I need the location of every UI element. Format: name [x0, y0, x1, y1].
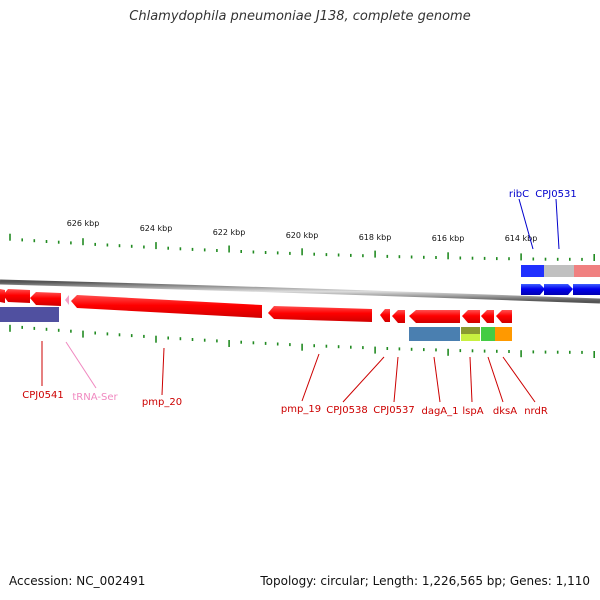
- leader-cpj0531: [555, 198, 560, 250]
- dksa-gene-arrow[interactable]: [481, 310, 494, 323]
- cog-bar-orange: [495, 327, 512, 341]
- scale-label-616: 616 kbp: [432, 234, 465, 243]
- gene-label-trna-ser[interactable]: tRNA-Ser: [72, 392, 118, 403]
- scale-ticks-top: [9, 233, 596, 261]
- gene-label-ribc[interactable]: ribC: [509, 189, 529, 200]
- gene-label-nrdr[interactable]: nrdR: [524, 406, 548, 417]
- reverse-gene-arrow-cpj0541a[interactable]: [3, 289, 30, 303]
- ribc-gene-arrow[interactable]: [521, 284, 545, 295]
- accession-text: Accession: NC_002491: [9, 574, 146, 588]
- cog-bar-olive: [461, 327, 480, 334]
- leader-pmp-19: [301, 353, 320, 402]
- scale-label-620: 620 kbp: [286, 231, 319, 240]
- gene-labels: ribC CPJ0531 CPJ0541 tRNA-Ser pmp_20 pmp…: [22, 189, 576, 417]
- genome-summary-text: Topology: circular; Length: 1,226,565 bp…: [260, 574, 590, 588]
- pmp-20-gene-arrow[interactable]: [71, 295, 262, 318]
- leader-cpj0537: [393, 356, 399, 403]
- reverse-strand-features: [0, 289, 512, 323]
- reverse-gene-arrow-edge[interactable]: [0, 289, 5, 303]
- cpj0541-gene-arrow[interactable]: [30, 292, 61, 306]
- cpj0531-gene-arrow[interactable]: [544, 284, 573, 295]
- cpj0537-gene-arrow[interactable]: [392, 310, 405, 323]
- leader-pmp-20: [161, 347, 165, 396]
- leader-cpj0538: [342, 356, 385, 403]
- cog-bar-blue: [521, 265, 544, 277]
- gene-label-lspa[interactable]: lspA: [462, 406, 483, 417]
- forward-strand-features: [521, 284, 600, 295]
- scale-label-624: 624 kbp: [140, 224, 173, 233]
- reverse-cog-bars: [0, 307, 512, 341]
- trna-ser-gene[interactable]: [65, 295, 69, 305]
- scale-label-622: 622 kbp: [213, 228, 246, 237]
- cog-bar-lime: [461, 334, 480, 341]
- leader-trna-ser: [65, 341, 97, 389]
- nrdr-gene-arrow[interactable]: [496, 310, 512, 323]
- pmp-19-gene-arrow[interactable]: [268, 306, 372, 322]
- label-leaders: [41, 198, 560, 403]
- cog-bar-green: [481, 327, 495, 341]
- leader-ribc: [518, 198, 534, 250]
- forward-gene-arrow-3[interactable]: [573, 284, 600, 295]
- daga-1-gene-arrow[interactable]: [409, 310, 460, 323]
- leader-dksa: [487, 356, 504, 403]
- forward-cog-bars: [521, 265, 600, 277]
- gene-label-cpj0531[interactable]: CPJ0531: [535, 189, 576, 200]
- scale-labels: 626 kbp 624 kbp 622 kbp 620 kbp 618 kbp …: [67, 219, 538, 243]
- scale-label-618: 618 kbp: [359, 233, 392, 242]
- cog-bar-pink: [574, 265, 600, 277]
- gene-label-dksa[interactable]: dksA: [493, 406, 517, 417]
- cpj0538-gene-arrow[interactable]: [380, 309, 390, 322]
- genome-backbone: [0, 279, 600, 304]
- cog-bar-blue-2: [409, 327, 460, 341]
- map-title: Chlamydophila pneumoniae J138, complete …: [129, 9, 471, 24]
- scale-label-614: 614 kbp: [505, 234, 538, 243]
- gene-label-daga-1[interactable]: dagA_1: [421, 406, 458, 417]
- gene-label-cpj0538[interactable]: CPJ0538: [326, 405, 367, 416]
- lspa-gene-arrow[interactable]: [462, 310, 480, 323]
- scale-ticks-bottom: [9, 324, 596, 358]
- leader-daga-1: [433, 356, 441, 403]
- cog-bar-grey: [544, 265, 574, 277]
- gene-label-pmp-19[interactable]: pmp_19: [281, 404, 321, 415]
- leader-nrdr: [502, 356, 536, 403]
- scale-label-626: 626 kbp: [67, 219, 100, 228]
- gene-label-cpj0537[interactable]: CPJ0537: [373, 405, 414, 416]
- leader-lspa: [469, 356, 473, 403]
- gene-label-pmp-20[interactable]: pmp_20: [142, 397, 182, 408]
- gene-label-cpj0541[interactable]: CPJ0541: [22, 390, 63, 401]
- cog-bar-purple: [0, 307, 59, 322]
